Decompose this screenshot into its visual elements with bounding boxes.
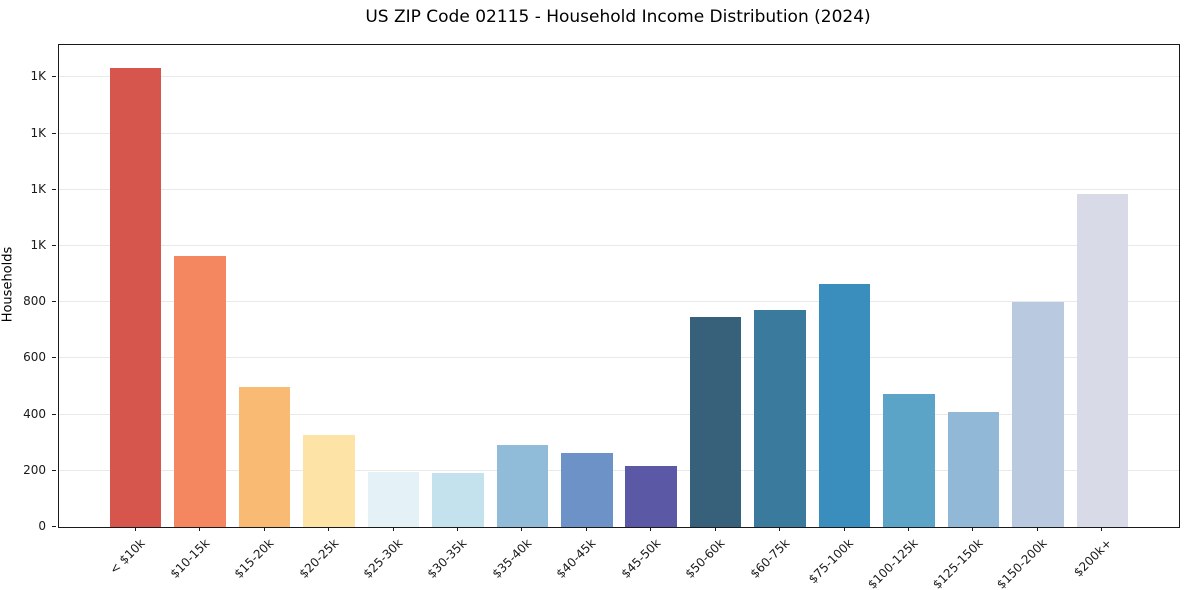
gridline: [59, 188, 1179, 190]
gridline: [59, 469, 1179, 471]
x-tick-label: $75-100k: [806, 536, 857, 587]
bar: [625, 465, 677, 527]
x-tick-mark: [392, 527, 394, 531]
x-tick-label: $50-60k: [682, 536, 728, 581]
x-tick-mark: [199, 527, 201, 531]
x-tick-mark: [134, 527, 136, 531]
x-tick-label: < $10k: [106, 536, 148, 577]
y-tick-label: 1K: [30, 181, 46, 196]
x-tick-label: $60-75k: [747, 536, 793, 581]
bar: [689, 317, 742, 527]
bar: [174, 255, 226, 527]
bar: [109, 68, 162, 527]
x-tick-mark: [843, 527, 845, 531]
x-tick-mark: [263, 527, 265, 531]
bar: [818, 284, 871, 527]
y-tick-label: 0: [38, 519, 46, 533]
x-tick-mark: [650, 527, 652, 531]
y-tick-mark: [52, 245, 56, 246]
bar: [367, 471, 420, 527]
x-tick-mark: [1101, 527, 1103, 531]
x-tick-label: $35-40k: [489, 536, 535, 581]
x-axis-ticks: < $10k $10-15k $15-20k $20-25k $25-30k $30-35…: [58, 527, 1178, 590]
bar: [432, 472, 484, 527]
x-tick-mark: [972, 527, 974, 531]
y-tick-mark: [52, 132, 56, 134]
x-tick-mark: [456, 527, 458, 531]
y-tick-label: 200: [23, 462, 46, 477]
y-tick-mark: [52, 357, 56, 359]
y-tick-mark: [52, 526, 56, 527]
bar: [883, 394, 935, 527]
bar: [238, 386, 291, 527]
y-tick-label: 1K: [30, 69, 46, 84]
y-tick-mark: [52, 301, 56, 303]
bar: [1076, 194, 1129, 527]
gridline: [59, 413, 1179, 415]
x-tick-label: $150-200k: [994, 536, 1050, 590]
chart-title: US ZIP Code 02115 - Household Income Dis…: [365, 7, 871, 27]
y-tick-label: 400: [23, 406, 46, 421]
x-tick-label: $45-50k: [618, 536, 664, 581]
gridline: [59, 357, 1179, 359]
y-tick-mark: [52, 76, 56, 78]
y-tick-mark: [52, 413, 56, 415]
bar: [496, 444, 549, 527]
bar: [947, 411, 1000, 527]
x-tick-label: $25-30k: [360, 536, 406, 581]
x-tick-mark: [585, 527, 587, 531]
y-tick-label: 600: [23, 350, 46, 365]
x-tick-label: $100-125k: [865, 536, 921, 590]
x-tick-label: $200k+: [1070, 536, 1115, 580]
gridline: [59, 76, 1179, 78]
gridline: [59, 132, 1179, 134]
x-tick-label: $20-25k: [296, 536, 341, 581]
x-tick-mark: [908, 527, 909, 531]
plot-area: [58, 44, 1180, 528]
x-tick-mark: [779, 527, 781, 531]
bar: [1012, 302, 1064, 527]
bar: [303, 434, 355, 527]
y-tick-label: 1K: [30, 238, 46, 252]
y-tick-mark: [52, 469, 56, 471]
gridline: [59, 301, 1179, 303]
y-tick-mark: [52, 188, 56, 190]
gridline: [59, 244, 1179, 246]
y-tick-label: 800: [23, 294, 46, 309]
bar: [754, 309, 806, 527]
x-tick-label: $10-15k: [167, 536, 213, 581]
x-tick-label: $30-35k: [424, 536, 470, 581]
x-tick-mark: [1036, 527, 1038, 531]
y-tick-label: 1K: [30, 125, 46, 140]
x-tick-label: $15-20k: [231, 536, 277, 581]
x-tick-label: $125-150k: [929, 536, 986, 590]
x-tick-label: $40-45k: [553, 536, 599, 581]
x-tick-mark: [521, 527, 523, 531]
x-tick-mark: [328, 527, 329, 531]
y-axis-ticks: 0 200 400 600 800 1K 1K 1K 1K: [0, 44, 57, 533]
bar: [561, 453, 613, 527]
x-tick-mark: [714, 527, 716, 531]
